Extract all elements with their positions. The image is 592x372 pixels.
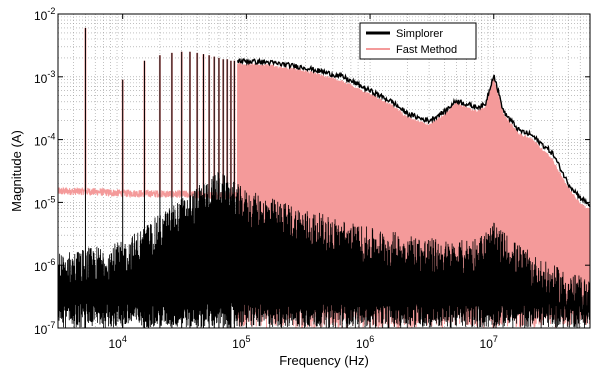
y-tick-label: 10-3 <box>34 69 55 86</box>
x-tick-label: 104 <box>108 334 126 351</box>
tick-labels: 104 105 106 107 10-7 10-6 10-5 10-4 10-3 10-2 <box>34 6 498 351</box>
x-tick-label: 105 <box>232 334 250 351</box>
x-tick-label: 106 <box>356 334 374 351</box>
legend-label-fast-method: Fast Method <box>396 44 457 56</box>
y-axis-label: Magnitude (A) <box>9 130 24 212</box>
x-tick-label: 107 <box>480 334 498 351</box>
legend-box <box>359 22 477 60</box>
y-tick-label: 10-5 <box>34 194 55 211</box>
x-axis-label: Frequency (Hz) <box>279 353 369 368</box>
y-tick-label: 10-7 <box>34 320 55 337</box>
y-tick-label: 10-2 <box>34 6 55 23</box>
plot-frame <box>57 13 591 329</box>
ticks <box>58 13 590 329</box>
series-upper-simplorer <box>236 57 591 208</box>
y-tick-label: 10-4 <box>34 132 55 149</box>
legend-label-simplorer: Simplorer <box>396 28 443 40</box>
y-tick-label: 10-6 <box>34 257 55 274</box>
series-line-simplorer <box>57 172 591 328</box>
legend: Simplorer Fast Method <box>359 22 477 60</box>
series-layer <box>57 27 591 328</box>
